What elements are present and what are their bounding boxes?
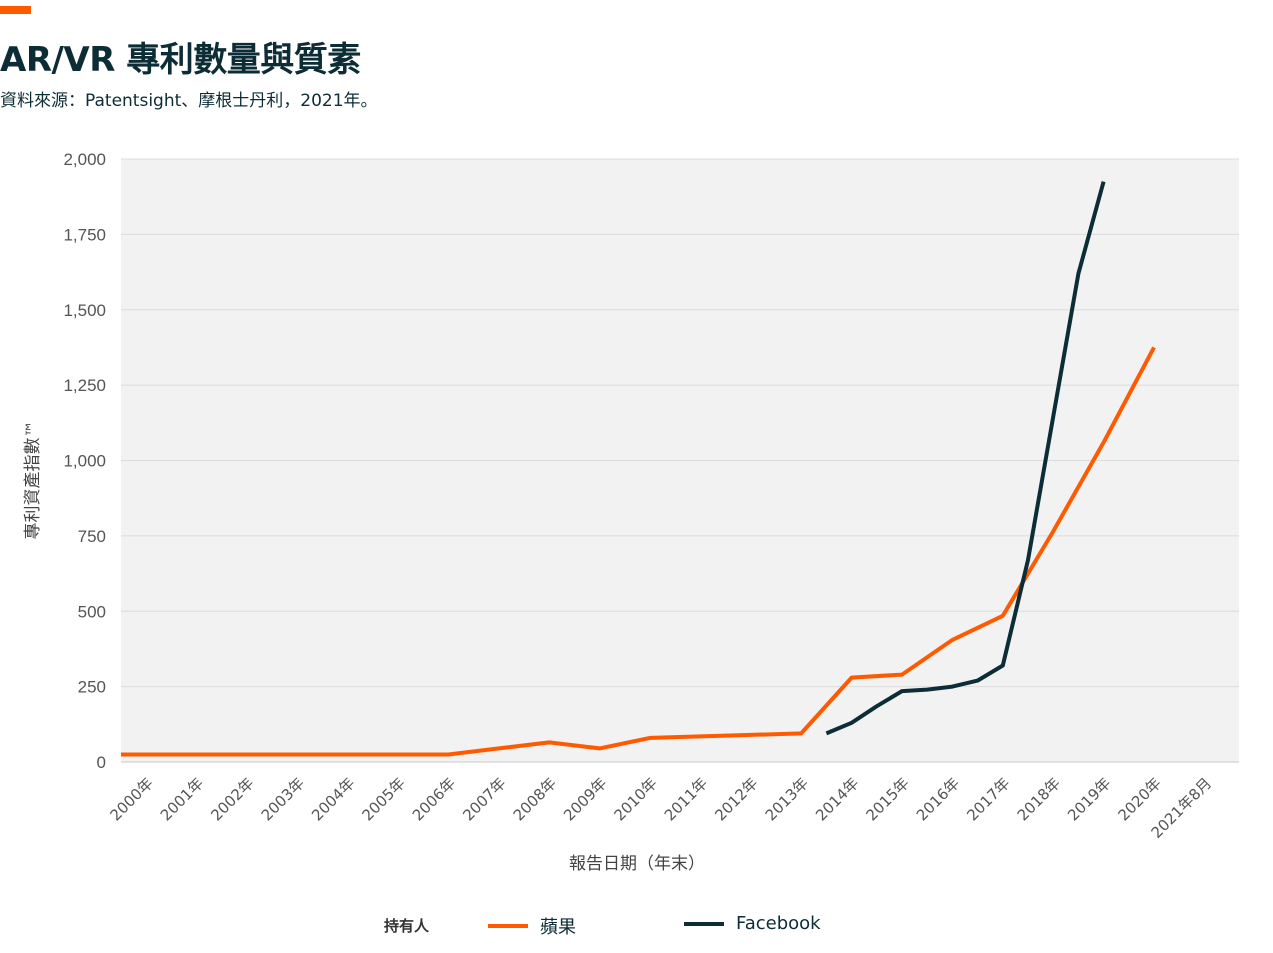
y-tick-label: 0: [97, 753, 106, 772]
x-tick-label: 2006年: [409, 774, 459, 824]
legend-item-facebook: Facebook: [684, 913, 821, 934]
x-tick-label: 2009年: [560, 774, 610, 824]
x-tick-label: 2010年: [610, 774, 660, 824]
x-tick-label: 2001年: [157, 774, 207, 824]
y-tick-label: 1,000: [63, 452, 106, 471]
line-chart: 0 250 500 750 1,000 1,250 1,500 1,750 2,000 2000年…: [23, 150, 1239, 874]
x-tick-label: 2018年: [1014, 774, 1064, 824]
x-tick-label: 2012年: [711, 774, 761, 824]
y-axis-label: 專利資產指數™: [23, 421, 43, 540]
chart-legend: 持有人 蘋果 Facebook: [0, 905, 1273, 945]
y-tick-label: 1,750: [63, 225, 106, 244]
accent-bar: [0, 6, 31, 14]
y-tick-label: 750: [78, 527, 106, 546]
x-tick-label: 2002年: [207, 774, 257, 824]
legend-label-apple: 蘋果: [540, 917, 576, 938]
x-tick-label: 2013年: [762, 774, 812, 824]
x-tick-label: 2005年: [358, 774, 408, 824]
x-tick-label: 2011年: [661, 774, 711, 824]
x-tick-label: 2000年: [106, 774, 156, 824]
x-tick-label: 2003年: [258, 774, 308, 824]
legend-item-apple: 蘋果: [488, 913, 576, 939]
x-tick-label: 2015年: [862, 774, 912, 824]
series-line-facebook: [825, 181, 1106, 736]
y-tick-label: 2,000: [63, 150, 106, 169]
y-tick-label: 1,250: [63, 376, 106, 395]
x-tick-label: 2019年: [1064, 774, 1114, 824]
page-title: AR/VR 專利數量與質素: [0, 40, 361, 80]
chart-source-subtitle: 資料來源：Patentsight、摩根士丹利，2021年。: [0, 91, 378, 111]
legend-label-facebook: Facebook: [736, 913, 821, 934]
legend-title: 持有人: [384, 917, 430, 935]
x-tick-label: 2004年: [308, 774, 358, 824]
y-tick-label: 1,500: [63, 301, 106, 320]
legend-swatch-apple: [488, 924, 528, 928]
x-tick-label: 2017年: [963, 774, 1013, 824]
y-tick-label: 250: [78, 678, 106, 697]
series-line-apple: [121, 346, 1156, 757]
x-tick-label: 2008年: [510, 774, 560, 824]
x-tick-label: 2020年: [1114, 774, 1164, 824]
legend-swatch-facebook: [684, 921, 724, 926]
x-axis-label: 報告日期（年末）: [569, 854, 705, 874]
x-tick-label: 2007年: [459, 774, 509, 824]
x-tick-label: 2016年: [913, 774, 963, 824]
x-tick-label: 2014年: [812, 774, 862, 824]
y-tick-label: 500: [78, 602, 106, 621]
